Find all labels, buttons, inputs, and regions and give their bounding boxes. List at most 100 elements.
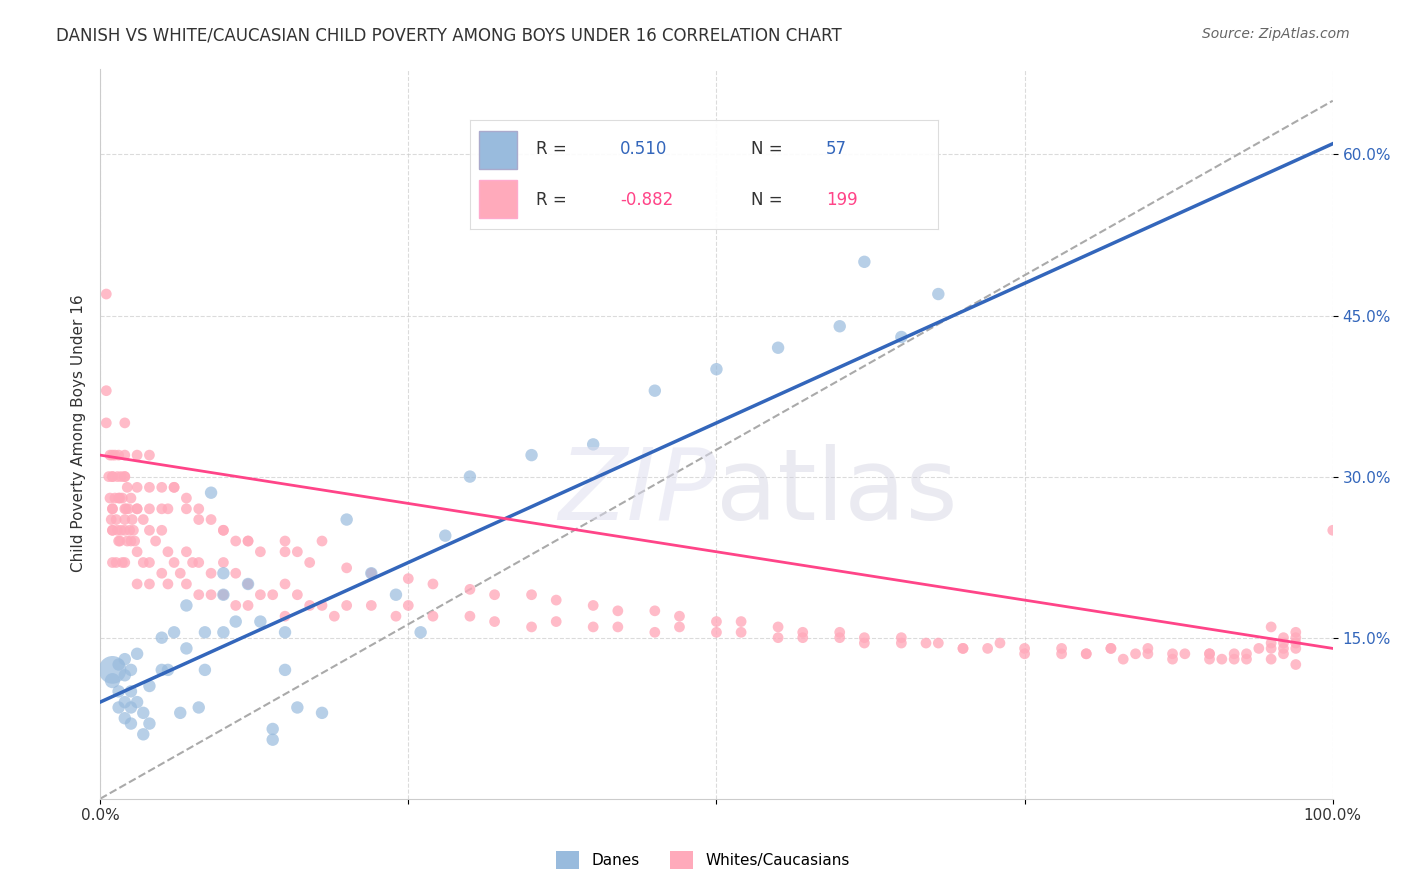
- Point: [176, 577, 198, 591]
- Point: [107, 491, 129, 505]
- Point: [606, 604, 628, 618]
- Point: [668, 609, 690, 624]
- Point: [127, 577, 149, 591]
- Point: [1161, 652, 1184, 666]
- Point: [176, 501, 198, 516]
- Point: [105, 556, 128, 570]
- Point: [927, 636, 949, 650]
- Point: [792, 631, 814, 645]
- Point: [262, 732, 284, 747]
- Point: [114, 711, 136, 725]
- Point: [100, 512, 122, 526]
- Point: [110, 523, 132, 537]
- Point: [108, 534, 131, 549]
- Point: [1285, 636, 1308, 650]
- Point: [114, 448, 136, 462]
- Point: [200, 485, 222, 500]
- Point: [132, 706, 155, 720]
- Point: [1014, 641, 1036, 656]
- Point: [176, 599, 198, 613]
- Point: [1076, 647, 1098, 661]
- Point: [200, 566, 222, 581]
- Point: [792, 625, 814, 640]
- Point: [138, 577, 160, 591]
- Point: [120, 534, 142, 549]
- Point: [1260, 652, 1282, 666]
- Point: [828, 319, 851, 334]
- Point: [1136, 641, 1159, 656]
- Point: [1211, 652, 1233, 666]
- Point: [114, 652, 136, 666]
- Point: [458, 609, 481, 624]
- Point: [396, 572, 419, 586]
- Point: [105, 523, 128, 537]
- Text: ZIP: ZIP: [558, 443, 717, 541]
- Point: [120, 491, 142, 505]
- Point: [262, 722, 284, 736]
- Point: [150, 663, 173, 677]
- Point: [127, 480, 149, 494]
- Point: [274, 545, 297, 559]
- Point: [225, 534, 247, 549]
- Text: atlas: atlas: [717, 443, 957, 541]
- Y-axis label: Child Poverty Among Boys Under 16: Child Poverty Among Boys Under 16: [72, 295, 86, 573]
- Point: [200, 588, 222, 602]
- Point: [952, 641, 974, 656]
- Point: [194, 663, 217, 677]
- Point: [96, 287, 118, 301]
- Point: [101, 501, 124, 516]
- Point: [187, 700, 209, 714]
- Point: [101, 523, 124, 537]
- Point: [1285, 631, 1308, 645]
- Point: [194, 625, 217, 640]
- Point: [120, 684, 142, 698]
- Point: [150, 501, 173, 516]
- Point: [127, 695, 149, 709]
- Point: [101, 523, 124, 537]
- Point: [1099, 641, 1122, 656]
- Point: [121, 512, 143, 526]
- Point: [249, 615, 271, 629]
- Point: [915, 636, 938, 650]
- Point: [853, 631, 876, 645]
- Point: [114, 512, 136, 526]
- Point: [952, 641, 974, 656]
- Point: [582, 620, 605, 634]
- Point: [150, 566, 173, 581]
- Point: [644, 604, 666, 618]
- Point: [458, 469, 481, 483]
- Point: [104, 491, 127, 505]
- Point: [546, 593, 568, 607]
- Point: [484, 615, 506, 629]
- Point: [606, 620, 628, 634]
- Point: [890, 636, 912, 650]
- Point: [120, 663, 142, 677]
- Point: [396, 599, 419, 613]
- Point: [212, 523, 235, 537]
- Point: [127, 448, 149, 462]
- Point: [582, 599, 605, 613]
- Point: [1014, 647, 1036, 661]
- Point: [274, 577, 297, 591]
- Point: [138, 523, 160, 537]
- Point: [323, 609, 346, 624]
- Point: [1272, 647, 1295, 661]
- Point: [124, 534, 146, 549]
- Point: [385, 588, 408, 602]
- Point: [96, 384, 118, 398]
- Point: [336, 561, 359, 575]
- Point: [169, 566, 191, 581]
- Point: [828, 625, 851, 640]
- Point: [730, 615, 752, 629]
- Point: [163, 556, 186, 570]
- Point: [108, 491, 131, 505]
- Point: [105, 512, 128, 526]
- Point: [156, 577, 179, 591]
- Point: [298, 556, 321, 570]
- Point: [101, 469, 124, 483]
- Point: [274, 625, 297, 640]
- Point: [114, 501, 136, 516]
- Point: [114, 556, 136, 570]
- Point: [458, 582, 481, 597]
- Point: [336, 599, 359, 613]
